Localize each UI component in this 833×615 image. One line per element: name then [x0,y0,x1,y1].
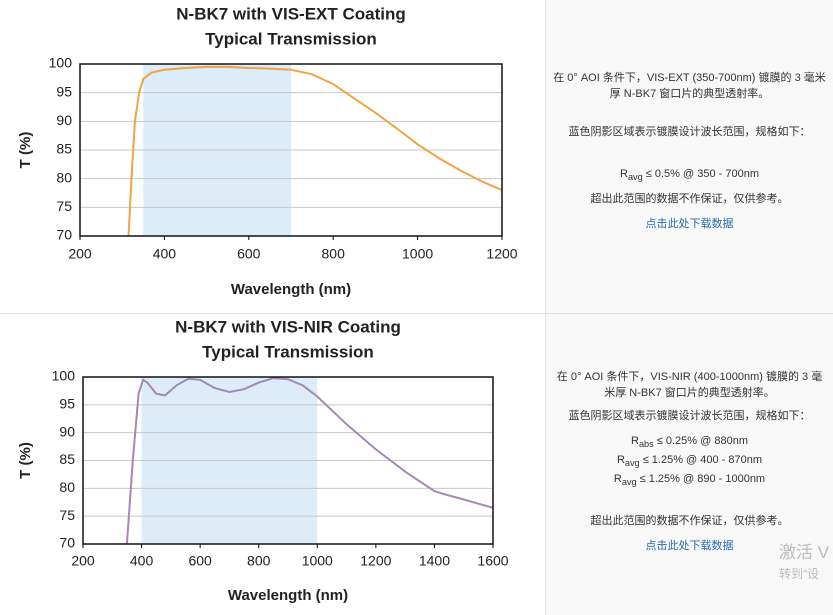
note-shade: 蓝色阴影区域表示镀膜设计波长范围，规格如下： [568,410,811,422]
y-tick-label: 100 [49,55,73,71]
y-axis-label: T (%) [17,132,34,169]
chart-title: N-BK7 with VIS-EXT Coating [176,4,406,23]
x-tick-label: 200 [71,553,95,569]
chart-subtitle: Typical Transmission [205,29,377,48]
watermark: 转到“设 [779,567,819,581]
note-intro: 在 0° AOI 条件下，VIS-EXT (350-700nm) 镀膜的 3 毫… [553,72,826,100]
x-tick-label: 1000 [402,246,433,262]
x-tick-label: 400 [153,246,177,262]
spec-text: ≤ 1.25% @ 890 - 1000nm [639,473,766,486]
spec-sub: avg [621,477,637,488]
plot-frame [82,376,494,545]
y-tick-label: 85 [56,141,72,157]
x-tick-label: 1200 [486,246,517,262]
y-tick-label: 85 [59,451,75,467]
x-tick-label: 400 [130,553,154,569]
note-panel: 在 0° AOI 条件下，VIS-EXT (350-700nm) 镀膜的 3 毫… [545,0,833,313]
spec-symbol: R [613,473,622,486]
y-tick-label: 90 [59,423,75,439]
y-tick-label: 75 [59,507,75,523]
chart: N-BK7 with VIS-EXT Coating Typical Transm… [17,4,518,298]
download-link[interactable]: 点击此处下载数据 [645,539,734,552]
x-tick-label: 600 [237,246,261,262]
spec: Ravg ≤ 1.25% @ 890 - 1000nm [552,471,827,490]
chart-subtitle: Typical Transmission [202,342,374,361]
plot-frame [79,63,503,237]
y-tick-label: 70 [59,535,75,551]
y-tick-label: 75 [56,198,72,214]
x-tick-label: 1200 [360,553,391,569]
x-tick-label: 800 [322,246,346,262]
chart-title: N-BK7 with VIS-NIR Coating [175,317,401,336]
spec-text: ≤ 1.25% @ 400 - 870nm [642,454,763,467]
x-tick-label: 1600 [477,553,508,569]
spec-text: ≤ 0.5% @ 350 - 700nm [645,168,759,180]
x-tick-label: 200 [68,246,92,262]
y-tick-label: 70 [56,227,72,243]
note-disclaimer: 超出此范围的数据不作保证，仅供参考。 [590,514,789,527]
x-tick-label: 1000 [302,553,333,569]
transmission-line [127,65,503,237]
y-tick-label: 95 [59,396,75,412]
spec-sub: avg [627,172,643,183]
note-disclaimer: 超出此范围的数据不作保证，仅供参考。 [590,193,789,206]
y-tick-label: 80 [56,169,72,185]
y-tick-label: 95 [56,83,72,99]
spec-sub: avg [624,458,640,469]
x-axis-label: Wavelength (nm) [231,281,351,298]
note-intro: 在 0° AOI 条件下，VIS-NIR (400-1000nm) 镀膜的 3 … [556,371,823,399]
y-axis-label: T (%) [17,442,34,479]
x-tick-label: 1400 [419,553,450,569]
divider [0,313,833,314]
spec-sub: abs [638,439,654,450]
download-link[interactable]: 点击此处下载数据 [645,218,734,231]
spec: Ravg ≤ 0.5% @ 350 - 700nm [552,166,827,185]
x-tick-label: 600 [188,553,212,569]
x-axis-label: Wavelength (nm) [228,587,348,604]
note-shade: 蓝色阴影区域表示镀膜设计波长范围，规格如下： [568,126,811,138]
y-tick-label: 80 [59,479,75,495]
spec-text: ≤ 0.25% @ 880nm [656,435,748,447]
spec-symbol: R [631,435,639,447]
y-tick-label: 100 [52,368,76,384]
spec: Ravg ≤ 1.25% @ 400 - 870nm [552,452,827,471]
chart: N-BK7 with VIS-NIR Coating Typical Transm… [17,317,509,604]
transmission-line [125,377,494,545]
y-tick-label: 90 [56,112,72,128]
spec-symbol: R [616,454,625,467]
spec-symbol: R [620,168,628,180]
watermark: 激活 V [779,543,830,562]
x-tick-label: 800 [247,553,271,569]
spec: Rabs ≤ 0.25% @ 880nm [552,433,827,452]
note-panel: 在 0° AOI 条件下，VIS-NIR (400-1000nm) 镀膜的 3 … [545,314,833,615]
